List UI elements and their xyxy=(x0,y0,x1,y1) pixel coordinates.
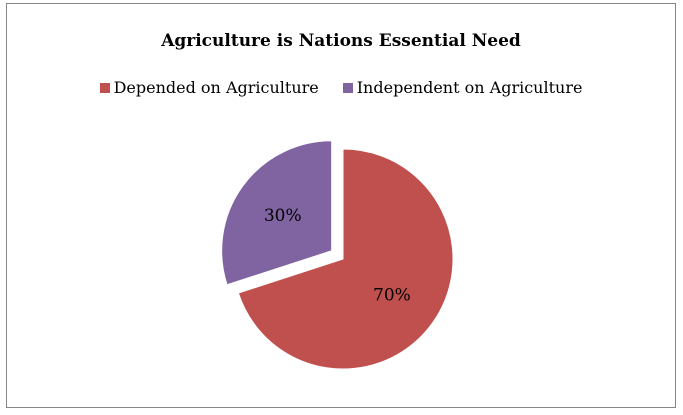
legend: Depended on Agriculture Independent on A… xyxy=(7,78,675,97)
legend-item-depended: Depended on Agriculture xyxy=(99,78,319,97)
pie-slice-independent xyxy=(221,140,333,286)
legend-swatch-independent xyxy=(342,82,353,93)
pie-chart: 70% 30% xyxy=(221,140,454,370)
pie-label-independent: 30% xyxy=(264,206,302,226)
chart-frame: Agriculture is Nations Essential Need De… xyxy=(6,3,676,408)
legend-label-independent: Independent on Agriculture xyxy=(356,78,583,97)
pie-slice-depended xyxy=(237,148,454,370)
legend-swatch-depended xyxy=(99,82,110,93)
legend-label-depended: Depended on Agriculture xyxy=(113,78,319,97)
pie-label-depended: 70% xyxy=(373,286,411,306)
legend-item-independent: Independent on Agriculture xyxy=(342,78,583,97)
chart-title: Agriculture is Nations Essential Need xyxy=(161,31,521,51)
